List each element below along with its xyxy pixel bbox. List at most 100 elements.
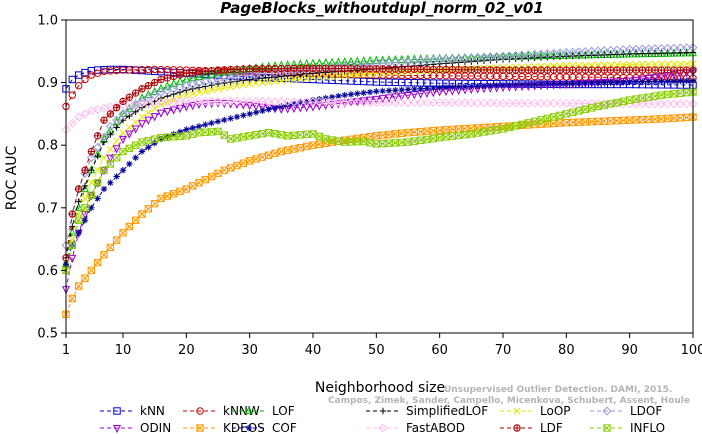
- series-point-ldof: [625, 44, 635, 54]
- series-point-ldf: [594, 66, 602, 74]
- series-point-fastabod: [162, 97, 172, 107]
- series-point-ldof: [644, 44, 654, 54]
- y-tick-label-5: 1.0: [37, 14, 58, 29]
- series-point-odin: [378, 95, 387, 104]
- series-point-ldf: [176, 71, 184, 79]
- series-point-inflo: [594, 102, 602, 111]
- series-point-fastabod: [232, 96, 242, 106]
- series-point-ldof: [650, 44, 660, 54]
- series-point-cof: [601, 79, 608, 86]
- series-point-fastabod: [498, 98, 508, 108]
- series-point-ldof: [599, 46, 609, 56]
- legend-marker-ldof: [602, 406, 612, 416]
- legend-label-ldf: LDF: [540, 421, 563, 434]
- y-tick-label-2: 0.7: [37, 201, 58, 216]
- series-point-cof: [632, 78, 640, 86]
- series-point-ldf: [543, 66, 552, 74]
- series-point-ldf: [581, 66, 590, 74]
- series-point-inflo: [429, 134, 438, 143]
- series-point-inflo: [385, 139, 393, 147]
- series-point-ldf: [169, 72, 178, 81]
- x-tick-label-50: 50: [368, 343, 385, 358]
- series-point-lof: [175, 76, 185, 85]
- series-point-ldf: [271, 64, 279, 73]
- series-point-ldf: [511, 66, 520, 74]
- series-point-kdeos: [549, 119, 558, 128]
- series-point-loop: [151, 105, 159, 113]
- series-point-inflo: [214, 127, 222, 136]
- legend-marker-fastabod: [378, 423, 388, 433]
- series-point-simplifiedlof: [176, 88, 184, 96]
- series-point-fastabod: [219, 96, 229, 106]
- series-point-odin: [156, 109, 166, 118]
- series-point-lof: [156, 83, 166, 92]
- series-point-kdeos: [131, 216, 140, 225]
- series-point-loop: [214, 85, 222, 93]
- series-point-loop: [201, 87, 209, 95]
- series-point-fastabod: [150, 98, 160, 108]
- series-point-ldf: [81, 166, 89, 174]
- series-point-fastabod: [574, 98, 584, 108]
- series-point-ldf: [144, 82, 153, 90]
- series-point-odin: [125, 130, 134, 139]
- series-point-lof: [372, 55, 381, 64]
- series-point-ldof: [124, 105, 134, 115]
- legend-marker-knnw: [196, 407, 204, 415]
- series-point-ldf: [182, 69, 191, 77]
- series-point-ldof: [612, 45, 622, 55]
- legend-label-kdeos: KDEOS: [223, 421, 265, 434]
- series-point-cof: [512, 81, 519, 88]
- series-point-cof: [563, 80, 570, 87]
- series-point-ldof: [416, 56, 426, 66]
- series-point-loop: [309, 74, 317, 82]
- series-point-odin: [239, 101, 248, 110]
- series-point-ldf: [359, 65, 368, 73]
- series-point-ldf: [416, 65, 425, 73]
- series-point-cof: [94, 195, 101, 202]
- series-point-ldf: [93, 132, 102, 140]
- series-point-cof: [525, 81, 532, 88]
- series-point-inflo: [575, 107, 583, 115]
- series-point-odin: [112, 145, 121, 154]
- series-point-cof: [151, 139, 158, 147]
- series-point-simplifiedlof: [664, 49, 671, 57]
- series-point-ldof: [663, 43, 673, 53]
- series-point-ldf: [505, 66, 514, 74]
- legend-label-odin: ODIN: [140, 421, 171, 434]
- series-point-simplifiedlof: [88, 167, 95, 174]
- series-point-loop: [208, 86, 216, 94]
- legend-item-odin: ODIN: [100, 421, 171, 434]
- series-point-ldf: [423, 65, 431, 74]
- legend-item-simplifiedlof: SimplifiedLOF: [366, 404, 488, 418]
- series-point-kdeos: [271, 149, 279, 158]
- legend-item-fastabod: FastABOD: [366, 421, 465, 434]
- series-point-cof: [588, 79, 595, 86]
- series-point-cof: [366, 88, 374, 96]
- series-point-kdeos: [258, 153, 267, 161]
- series-point-fastabod: [682, 99, 692, 109]
- series-point-ldof: [447, 54, 457, 64]
- series-point-ldf: [245, 65, 254, 73]
- legend-label-simplifiedlof: SimplifiedLOF: [406, 404, 488, 418]
- series-point-knnw: [74, 82, 83, 90]
- series-point-loop: [189, 90, 197, 98]
- series-point-cof: [442, 84, 450, 91]
- series-point-cof: [221, 116, 228, 124]
- series-point-kdeos: [682, 113, 691, 122]
- series-point-fastabod: [238, 96, 248, 106]
- series-point-fastabod: [530, 98, 540, 108]
- series-point-cof: [436, 84, 443, 91]
- series-point-kdeos: [163, 192, 172, 200]
- series-point-cof: [506, 81, 513, 89]
- series-point-fastabod: [568, 98, 578, 108]
- series-point-cof: [183, 126, 190, 133]
- series-point-ldof: [137, 96, 147, 106]
- series-ldf: [62, 64, 697, 262]
- series-point-cof: [341, 91, 348, 99]
- series-point-knn: [81, 68, 89, 77]
- series-point-lof: [327, 57, 337, 66]
- series-point-cof: [316, 95, 323, 103]
- series-point-kdeos: [93, 258, 102, 267]
- series-point-cof: [645, 78, 652, 85]
- series-point-ldf: [397, 65, 406, 73]
